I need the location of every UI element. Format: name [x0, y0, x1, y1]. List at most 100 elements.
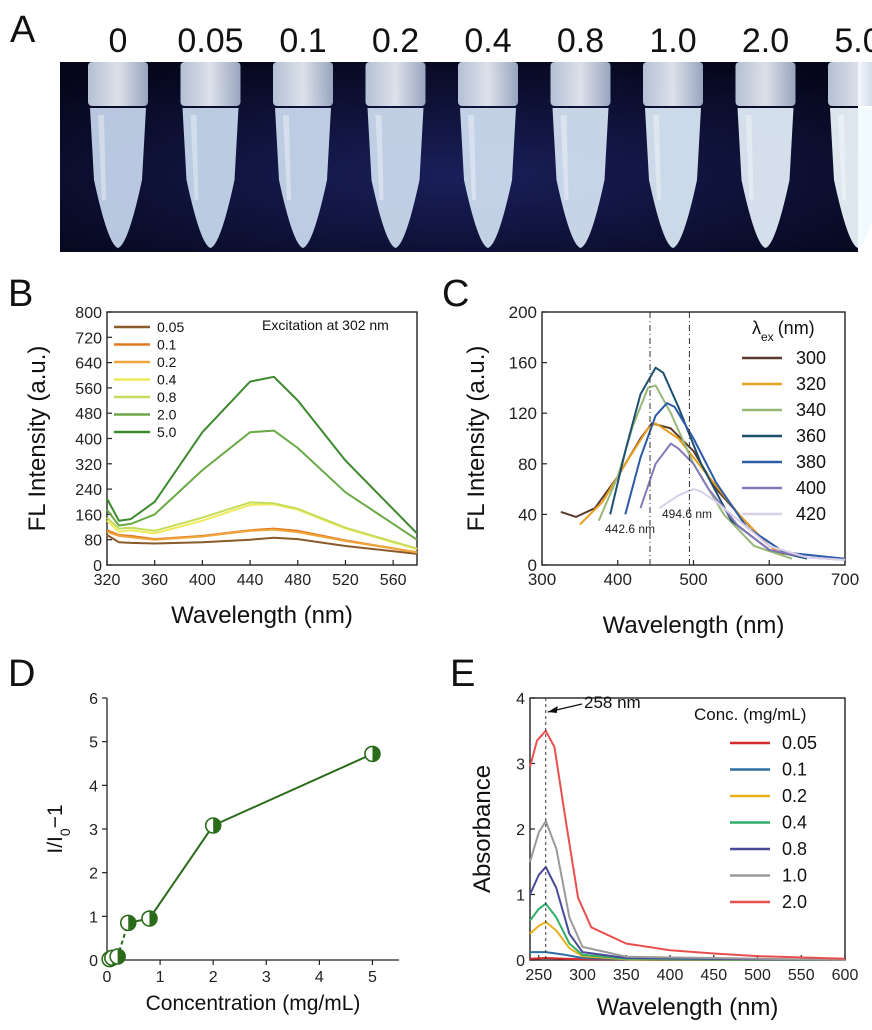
y-tick-label: 240 — [75, 482, 102, 499]
series-line-0.8 — [529, 866, 846, 961]
panel-d-letter: D — [8, 653, 35, 695]
y-label-sub: 0 — [57, 828, 73, 836]
tube-cap — [88, 62, 148, 106]
annotation: 258 nm — [584, 693, 641, 712]
data-point — [204, 817, 222, 834]
x-tick-label: 440 — [237, 572, 264, 589]
legend-label: 380 — [796, 452, 826, 472]
series-line-5.0 — [106, 375, 418, 535]
legend-title: Conc. (mg/mL) — [694, 705, 806, 724]
legend-label: 400 — [796, 478, 826, 498]
series-line-380 — [624, 402, 846, 560]
tube-cap — [458, 62, 518, 106]
series-line-0.4 — [106, 503, 418, 551]
y-tick-label: 3 — [89, 822, 98, 839]
legend-label: 0.4 — [157, 372, 177, 388]
y-tick-label: 160 — [509, 354, 537, 373]
y-tick-label: 0 — [93, 558, 102, 575]
panel-c: C 300 400 500 600 700 0 40 80 120 160 200 Wavelengt… — [442, 273, 859, 639]
legend-label: 0.1 — [157, 337, 177, 353]
data-point-fill — [149, 911, 157, 927]
y-tick-label: 2 — [516, 822, 525, 839]
legend-label: 0.4 — [782, 813, 807, 833]
x-tick-label: 520 — [332, 572, 359, 589]
data-point-fill — [128, 915, 136, 931]
x-tick-label: 360 — [141, 572, 168, 589]
y-tick-label: 2 — [89, 866, 98, 883]
legend-title-symbol: λ — [752, 318, 761, 338]
series-line-1.0 — [529, 820, 846, 961]
y-tick-label: 0 — [516, 953, 525, 970]
y-axis-label: FL Intensity (a.u.) — [24, 346, 51, 532]
y-tick-label: 1 — [89, 909, 98, 926]
x-tick-label: 480 — [284, 572, 311, 589]
legend-title: λex (nm) — [752, 318, 815, 344]
y-tick-label: 1 — [516, 888, 525, 905]
legend-label: 320 — [796, 374, 826, 394]
tube-cap — [735, 62, 796, 106]
tube-label: 2.0 — [742, 22, 789, 60]
tube-highlight — [838, 115, 846, 200]
x-axis-label: Concentration (mg/mL) — [146, 992, 361, 1015]
tube-label: 1.0 — [649, 22, 696, 60]
tube-body — [460, 108, 516, 248]
tube-highlight — [653, 115, 661, 200]
tube — [88, 62, 148, 248]
tube-label: 0.2 — [372, 22, 419, 60]
tube-body — [830, 108, 872, 248]
tube-cap — [550, 62, 611, 106]
tube-highlight — [745, 115, 754, 200]
x-tick-label: 250 — [525, 967, 552, 984]
chart-e: 250 300 350 400 450 500 550 600 0 1 2 3 4 Wavelength … — [469, 691, 858, 1021]
x-axis-label: Wavelength (nm) — [597, 994, 779, 1021]
panel-a: A 0 0.05 0.1 0.2 0.4 0.8 1.0 2.0 5.0 — [10, 9, 872, 252]
tube-label: 0.1 — [279, 22, 326, 60]
tube-cap — [365, 62, 426, 106]
tube-body — [275, 108, 331, 248]
x-tick-label: 600 — [832, 967, 859, 984]
tube — [550, 62, 611, 248]
tube-label: 5.0 — [834, 22, 872, 60]
tube-body — [552, 108, 609, 248]
legend-label: 2.0 — [157, 407, 177, 423]
legend-label: 0.2 — [782, 786, 807, 806]
x-axis-label: Wavelength (nm) — [603, 612, 785, 639]
y-tick-label: 720 — [75, 330, 102, 347]
x-tick-label: 450 — [700, 967, 727, 984]
legend-label: 0.8 — [782, 839, 807, 859]
y-tick-label: 4 — [89, 778, 98, 795]
series-line-2.0 — [529, 729, 846, 960]
tube — [735, 62, 796, 248]
legend-label: 420 — [796, 504, 826, 524]
y-tick-label: 5 — [89, 735, 98, 752]
y-tick-label: 120 — [509, 404, 537, 423]
y-axis-label: I/I0−1 — [44, 804, 73, 853]
x-axis-label: Wavelength (nm) — [171, 602, 353, 629]
x-tick-label: 400 — [189, 572, 216, 589]
y-tick-label: 800 — [75, 305, 102, 322]
legend-label: 300 — [796, 348, 826, 368]
y-tick-label: 400 — [75, 432, 102, 449]
y-label-main: I/I — [44, 836, 67, 854]
data-point-fill — [372, 746, 380, 762]
x-tick-label: 0 — [103, 969, 112, 986]
tube-body — [645, 108, 701, 248]
y-tick-label: 0 — [528, 556, 537, 575]
y-tick-label: 80 — [518, 455, 537, 474]
legend-label: 2.0 — [782, 892, 807, 912]
tube — [458, 62, 518, 248]
x-tick-label: 700 — [831, 570, 859, 589]
legend-label: 0.2 — [157, 354, 177, 370]
x-tick-label: 300 — [569, 967, 596, 984]
y-tick-label: 4 — [516, 691, 525, 708]
legend-title-unit: (nm) — [778, 318, 815, 338]
tube-cap — [273, 62, 333, 106]
tube-label: 0.8 — [557, 22, 604, 60]
tube — [643, 62, 703, 248]
legend-label: 1.0 — [782, 866, 807, 886]
y-label-tail: −1 — [44, 804, 67, 828]
panel-b-letter: B — [8, 273, 33, 315]
y-tick-label: 40 — [518, 505, 537, 524]
